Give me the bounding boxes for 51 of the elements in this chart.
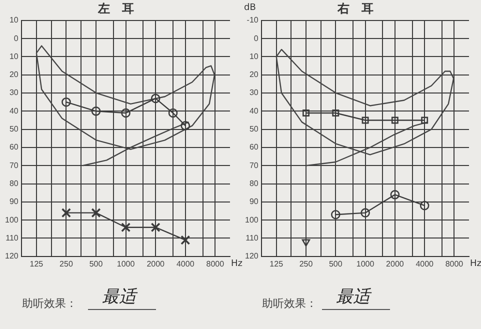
y-tick-label: 90 <box>249 197 259 206</box>
chart-title: 右 耳 <box>336 1 374 16</box>
y-tick-label: 50 <box>249 124 259 134</box>
x-axis-title: Hz <box>470 259 481 270</box>
y-tick-label: 90 <box>9 197 19 206</box>
x-tick-label: 4000 <box>176 259 195 268</box>
x-tick-label: 250 <box>299 259 314 268</box>
x-tick-label: 8000 <box>445 259 464 268</box>
x-tick-label: 125 <box>270 259 284 268</box>
y-tick-label: 30 <box>9 88 19 98</box>
y-tick-label: 30 <box>249 88 259 98</box>
y-tick-label: 0 <box>14 34 19 43</box>
y-tick-label: 80 <box>9 178 19 188</box>
y-tick-label: 60 <box>9 142 19 152</box>
text: 助听效果： <box>22 296 77 311</box>
text: 最适 <box>88 285 156 310</box>
y-tick-label: 100 <box>244 215 259 224</box>
y-tick-label: 20 <box>9 70 19 80</box>
text: 最适 <box>322 285 390 310</box>
text: 助听效果： <box>262 296 317 311</box>
y-axis-title: dB <box>244 3 256 14</box>
y-tick-label: 70 <box>9 160 19 170</box>
x-tick-label: 1000 <box>356 259 375 268</box>
x-tick-label: 125 <box>30 259 44 268</box>
x-tick-label: 500 <box>89 259 104 268</box>
x-tick-label: 250 <box>60 259 74 268</box>
y-tick-label: 10 <box>9 52 19 61</box>
y-tick-label: 20 <box>249 70 259 80</box>
y-tick-label: 110 <box>246 233 259 242</box>
y-tick-label: 10 <box>9 16 19 25</box>
x-axis-title: Hz <box>231 259 242 270</box>
chart-title: 左 耳 <box>97 1 134 16</box>
y-tick-label: 50 <box>9 124 19 134</box>
y-tick-label: 40 <box>249 106 259 116</box>
y-tick-label: -10 <box>246 16 259 25</box>
y-tick-label: 10 <box>249 52 259 61</box>
y-tick-label: 120 <box>244 252 259 261</box>
y-tick-label: 110 <box>6 233 19 242</box>
y-tick-label: 120 <box>4 252 19 261</box>
y-tick-label: 60 <box>249 142 259 152</box>
x-tick-label: 2000 <box>386 259 404 268</box>
x-tick-label: 500 <box>328 259 343 268</box>
x-tick-label: 8000 <box>206 259 225 268</box>
y-tick-label: 80 <box>249 178 259 188</box>
y-tick-label: 40 <box>9 106 19 116</box>
x-tick-label: 2000 <box>146 259 166 268</box>
y-tick-label: 0 <box>254 34 259 43</box>
y-tick-label: 100 <box>4 215 19 224</box>
x-tick-label: 1000 <box>116 259 136 268</box>
y-tick-label: 70 <box>249 160 259 170</box>
x-tick-label: 4000 <box>416 259 434 268</box>
